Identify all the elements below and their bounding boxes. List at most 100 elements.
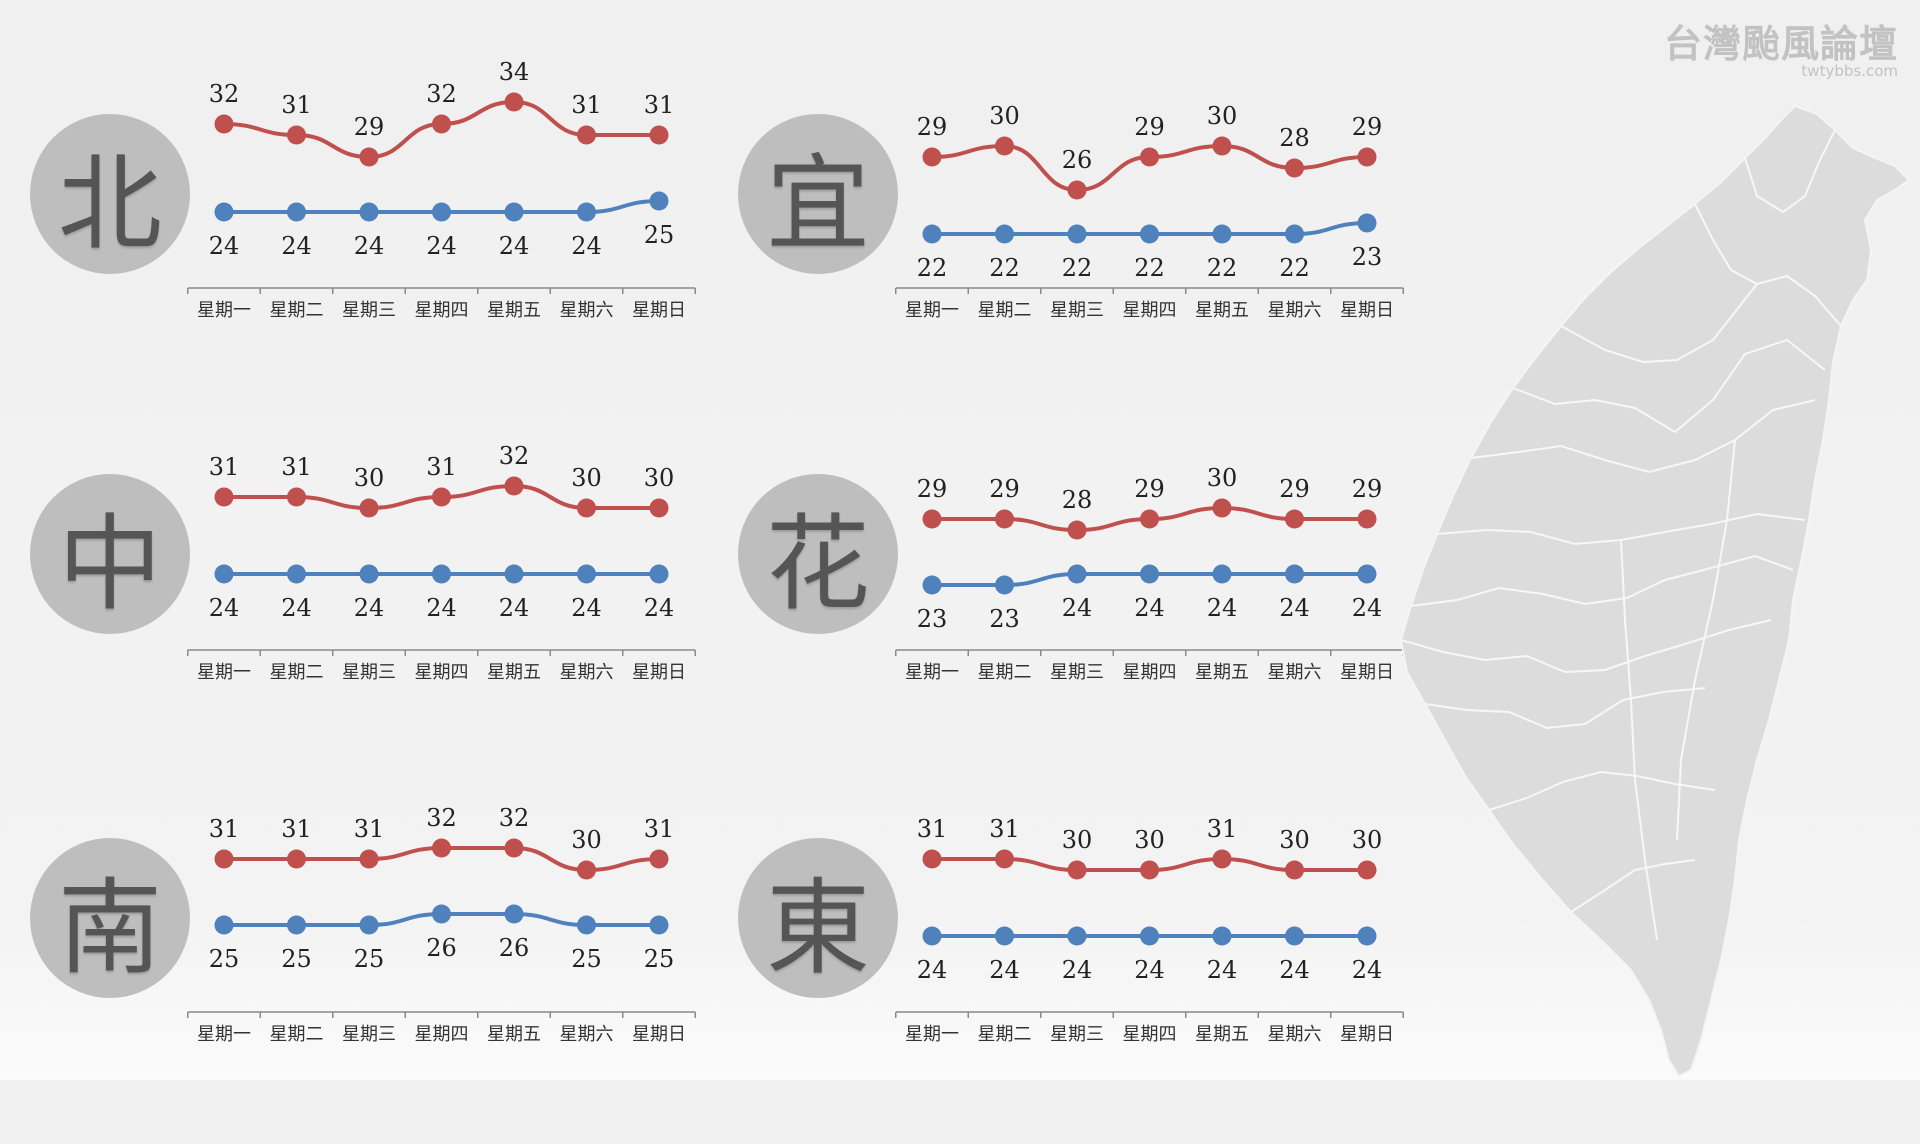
low-temp-label: 24: [281, 594, 312, 622]
high-temp-point: [504, 838, 524, 858]
x-tick-label: 星期五: [487, 662, 541, 683]
high-temp-point: [214, 487, 234, 507]
low-temp-label: 24: [1207, 594, 1238, 622]
high-temp-point: [922, 849, 942, 869]
low-temp-point: [649, 564, 669, 584]
high-temp-label: 30: [1207, 102, 1238, 130]
high-temp-label: 32: [209, 80, 240, 108]
x-tick-label: 星期三: [342, 300, 396, 321]
low-temp-point: [922, 224, 942, 244]
low-temp-point: [1140, 564, 1159, 584]
high-temp-point: [1140, 147, 1159, 167]
high-temp-label: 32: [499, 442, 530, 470]
low-temp-point: [359, 915, 379, 935]
high-temp-point: [995, 849, 1014, 869]
region-chart: 星期一 星期二 星期三 星期四 星期五 星期六 星期日 31 31 30 31 32 30 30 24 24 2…: [187, 442, 696, 683]
low-temp-point: [577, 564, 596, 584]
high-temp-label: 31: [281, 91, 312, 119]
low-temp-point: [1212, 224, 1232, 244]
x-tick-label: 星期四: [1123, 1024, 1177, 1045]
x-tick-label: 星期四: [415, 662, 469, 683]
high-temp-label: 31: [917, 815, 948, 843]
high-temp-label: 30: [1207, 464, 1238, 492]
high-temp-point: [1067, 860, 1087, 880]
x-tick-label: 星期一: [197, 662, 251, 683]
high-temp-label: 31: [281, 815, 312, 843]
low-temp-point: [649, 191, 669, 211]
high-temp-label: 31: [426, 453, 457, 481]
high-temp-label: 29: [917, 475, 948, 503]
high-temp-label: 31: [209, 815, 240, 843]
x-tick-label: 星期五: [1195, 1024, 1249, 1045]
low-temp-label: 22: [989, 254, 1020, 282]
low-temp-point: [432, 202, 451, 222]
high-temp-label: 30: [989, 102, 1020, 130]
x-tick-label: 星期六: [1268, 1024, 1322, 1045]
low-temp-point: [359, 564, 379, 584]
watermark: 台灣颱風論壇 twtybbs.com: [1664, 24, 1898, 79]
x-tick-label: 星期二: [978, 662, 1032, 683]
region-east: 東 星期一 星期二 星期三 星期四 星期五 星期六 星期日 31 31 30 30 31 30 30 24 2…: [738, 815, 1458, 1144]
low-temp-point: [577, 202, 596, 222]
high-temp-point: [432, 114, 451, 134]
high-temp-point: [577, 125, 596, 145]
low-temp-label: 24: [1134, 594, 1165, 622]
low-temp-point: [1357, 564, 1377, 584]
high-temp-point: [1067, 180, 1087, 200]
low-temp-label: 24: [209, 594, 240, 622]
low-temp-label: 24: [644, 594, 675, 622]
low-temp-point: [1357, 926, 1377, 946]
high-temp-label: 31: [354, 815, 385, 843]
region-hualien: 花 星期一 星期二 星期三 星期四 星期五 星期六 星期日 29 29 28 29 30 29 29 23 2…: [738, 462, 1458, 782]
high-temp-point: [922, 147, 942, 167]
high-temp-label: 32: [499, 804, 530, 832]
x-tick-label: 星期六: [560, 300, 614, 321]
low-temp-label: 24: [1279, 594, 1310, 622]
taiwan-map: [1399, 104, 1911, 1078]
low-temp-label: 25: [354, 945, 385, 973]
low-temp-point: [649, 915, 669, 935]
low-temp-point: [214, 202, 234, 222]
low-temp-point: [1357, 213, 1377, 233]
high-temp-label: 30: [1352, 826, 1383, 854]
x-tick-label: 星期三: [1050, 300, 1104, 321]
low-temp-label: 24: [1062, 594, 1093, 622]
low-temp-point: [1140, 926, 1159, 946]
low-temp-label: 23: [1352, 243, 1383, 271]
region-badge: 花: [738, 474, 898, 634]
x-tick-label: 星期三: [342, 662, 396, 683]
region-yilan: 宜 星期一 星期二 星期三 星期四 星期五 星期六 星期日 29 30 26 29 30 28 29 22 2…: [738, 100, 1458, 420]
low-temp-point: [504, 202, 524, 222]
high-temp-point: [359, 498, 379, 518]
x-tick-label: 星期三: [1050, 1024, 1104, 1045]
low-temp-point: [504, 564, 524, 584]
low-temp-label: 22: [1062, 254, 1093, 282]
high-temp-label: 29: [354, 113, 385, 141]
x-tick-label: 星期一: [197, 300, 251, 321]
high-temp-point: [359, 849, 379, 869]
x-tick-label: 星期一: [905, 1024, 959, 1045]
high-temp-point: [577, 860, 596, 880]
high-temp-label: 29: [1352, 113, 1383, 141]
high-temp-point: [1140, 509, 1159, 529]
high-temp-label: 30: [571, 464, 602, 492]
high-temp-label: 29: [1134, 113, 1165, 141]
low-temp-label: 24: [281, 232, 312, 260]
x-tick-label: 星期二: [270, 300, 324, 321]
x-tick-label: 星期二: [978, 300, 1032, 321]
region-chart: 星期一 星期二 星期三 星期四 星期五 星期六 星期日 32 31 29 32 34 31 31 24 24 2…: [187, 58, 696, 321]
low-temp-label: 24: [1352, 956, 1383, 984]
low-temp-label: 26: [499, 934, 530, 962]
low-temp-point: [504, 904, 524, 924]
high-temp-label: 30: [571, 826, 602, 854]
high-temp-label: 31: [644, 91, 675, 119]
low-temp-label: 26: [426, 934, 457, 962]
low-temp-label: 24: [1062, 956, 1093, 984]
low-temp-label: 24: [499, 594, 530, 622]
low-temp-label: 25: [571, 945, 602, 973]
high-temp-label: 30: [1062, 826, 1093, 854]
low-temp-point: [1285, 564, 1304, 584]
low-temp-label: 23: [989, 605, 1020, 633]
low-temp-label: 24: [354, 232, 385, 260]
low-temp-point: [1067, 926, 1087, 946]
